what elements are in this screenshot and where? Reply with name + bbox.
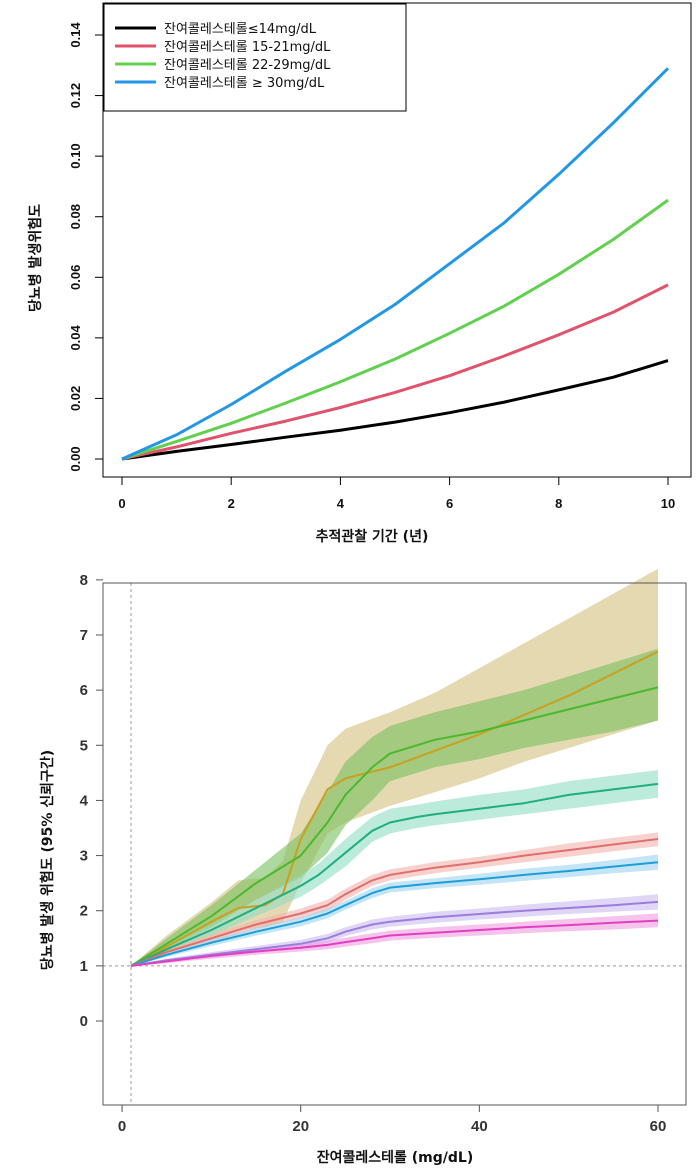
y-axis: 0.00 0.02 0.04 0.06 0.08 0.10 0.12 0.14: [68, 22, 104, 472]
x-tick-label: 8: [555, 496, 562, 511]
series-line-2: [121, 283, 669, 461]
x-tick-label: 6: [446, 496, 453, 511]
x-axis: 0 20 40 60: [118, 1105, 666, 1135]
y-tick-label: 1: [80, 958, 88, 975]
x-tick-label: 4: [337, 496, 345, 511]
y-tick-label: 0.00: [68, 446, 83, 471]
y-tick-label: 0.14: [68, 22, 83, 48]
y-tick-label: 7: [80, 627, 88, 644]
confidence-bands: [131, 568, 658, 966]
y-tick-label: 0.12: [68, 83, 83, 108]
series-line-1: [121, 359, 669, 461]
series-line-3: [121, 198, 669, 461]
x-tick-label: 20: [292, 1118, 309, 1135]
y-axis: 0 1 2 3 4 5 6 7 8: [80, 572, 103, 1030]
spline-line-6: [130, 900, 659, 967]
cumulative-risk-chart: 0 2 4 6 8 10 0.00 0.02 0.04 0.06 0.08 0.10 0.12 0.14…: [27, 2, 692, 545]
confidence-band-5: [131, 854, 658, 966]
y-axis-label: 당뇨병 발생 위험도 (95% 신뢰구간): [39, 750, 56, 970]
y-tick-label: 0.08: [68, 204, 83, 229]
legend-entry: 잔여콜레스테롤 ≥ 30mg/dL: [164, 76, 325, 91]
x-tick-label: 10: [661, 496, 675, 511]
y-tick-label: 6: [80, 682, 88, 699]
legend-box: [103, 3, 407, 112]
y-axis-label: 당뇨병 발생위험도: [27, 204, 44, 312]
legend-entry: 잔여콜레스테롤 22-29mg/dL: [164, 58, 331, 73]
x-axis: 0 2 4 6 8 10: [118, 476, 675, 511]
y-tick-label: 0.02: [68, 386, 83, 411]
series-lines: [121, 67, 670, 461]
x-tick-label: 40: [471, 1118, 488, 1135]
spline-line-3: [130, 782, 659, 967]
y-tick-label: 8: [80, 572, 88, 589]
legend-entry: 잔여콜레스테롤 15-21mg/dL: [164, 40, 331, 55]
y-tick-label: 2: [80, 903, 88, 920]
spline-line-7: [130, 919, 659, 967]
spline-line-1: [130, 650, 659, 967]
spline-line-2: [130, 686, 659, 967]
restricted-cubic-spline-chart: 0 20 40 60 0 1 2 3 4 5 6 7 8 잔여콜레스테롤 (mg/dL) 당뇨병 발생…: [39, 568, 687, 1166]
x-tick-label: 0: [118, 496, 125, 511]
y-tick-label: 0.06: [68, 265, 83, 290]
spline-lines: [130, 650, 659, 967]
y-tick-label: 0: [80, 1013, 88, 1030]
x-tick-label: 60: [650, 1118, 667, 1135]
confidence-band-2: [131, 648, 658, 966]
x-axis-label: 추적관찰 기간 (년): [316, 528, 429, 545]
legend: 잔여콜레스테롤≤14mg/dL 잔여콜레스테롤 15-21mg/dL 잔여콜레스테롤…: [103, 3, 407, 112]
spline-line-5: [130, 861, 659, 967]
x-tick-label: 2: [228, 496, 235, 511]
legend-entry: 잔여콜레스테롤≤14mg/dL: [164, 22, 317, 37]
y-tick-label: 4: [80, 792, 89, 809]
spline-line-4: [130, 838, 659, 967]
plot-frame: [102, 582, 687, 1106]
reference-lines: [103, 583, 686, 1105]
y-tick-label: 5: [80, 737, 88, 754]
series-line-4: [121, 67, 670, 461]
y-tick-label: 3: [80, 848, 88, 865]
y-tick-label: 0.04: [68, 324, 83, 350]
x-axis-label: 잔여콜레스테롤 (mg/dL): [317, 1149, 474, 1166]
x-tick-label: 0: [118, 1118, 126, 1135]
y-tick-label: 0.10: [68, 143, 83, 168]
